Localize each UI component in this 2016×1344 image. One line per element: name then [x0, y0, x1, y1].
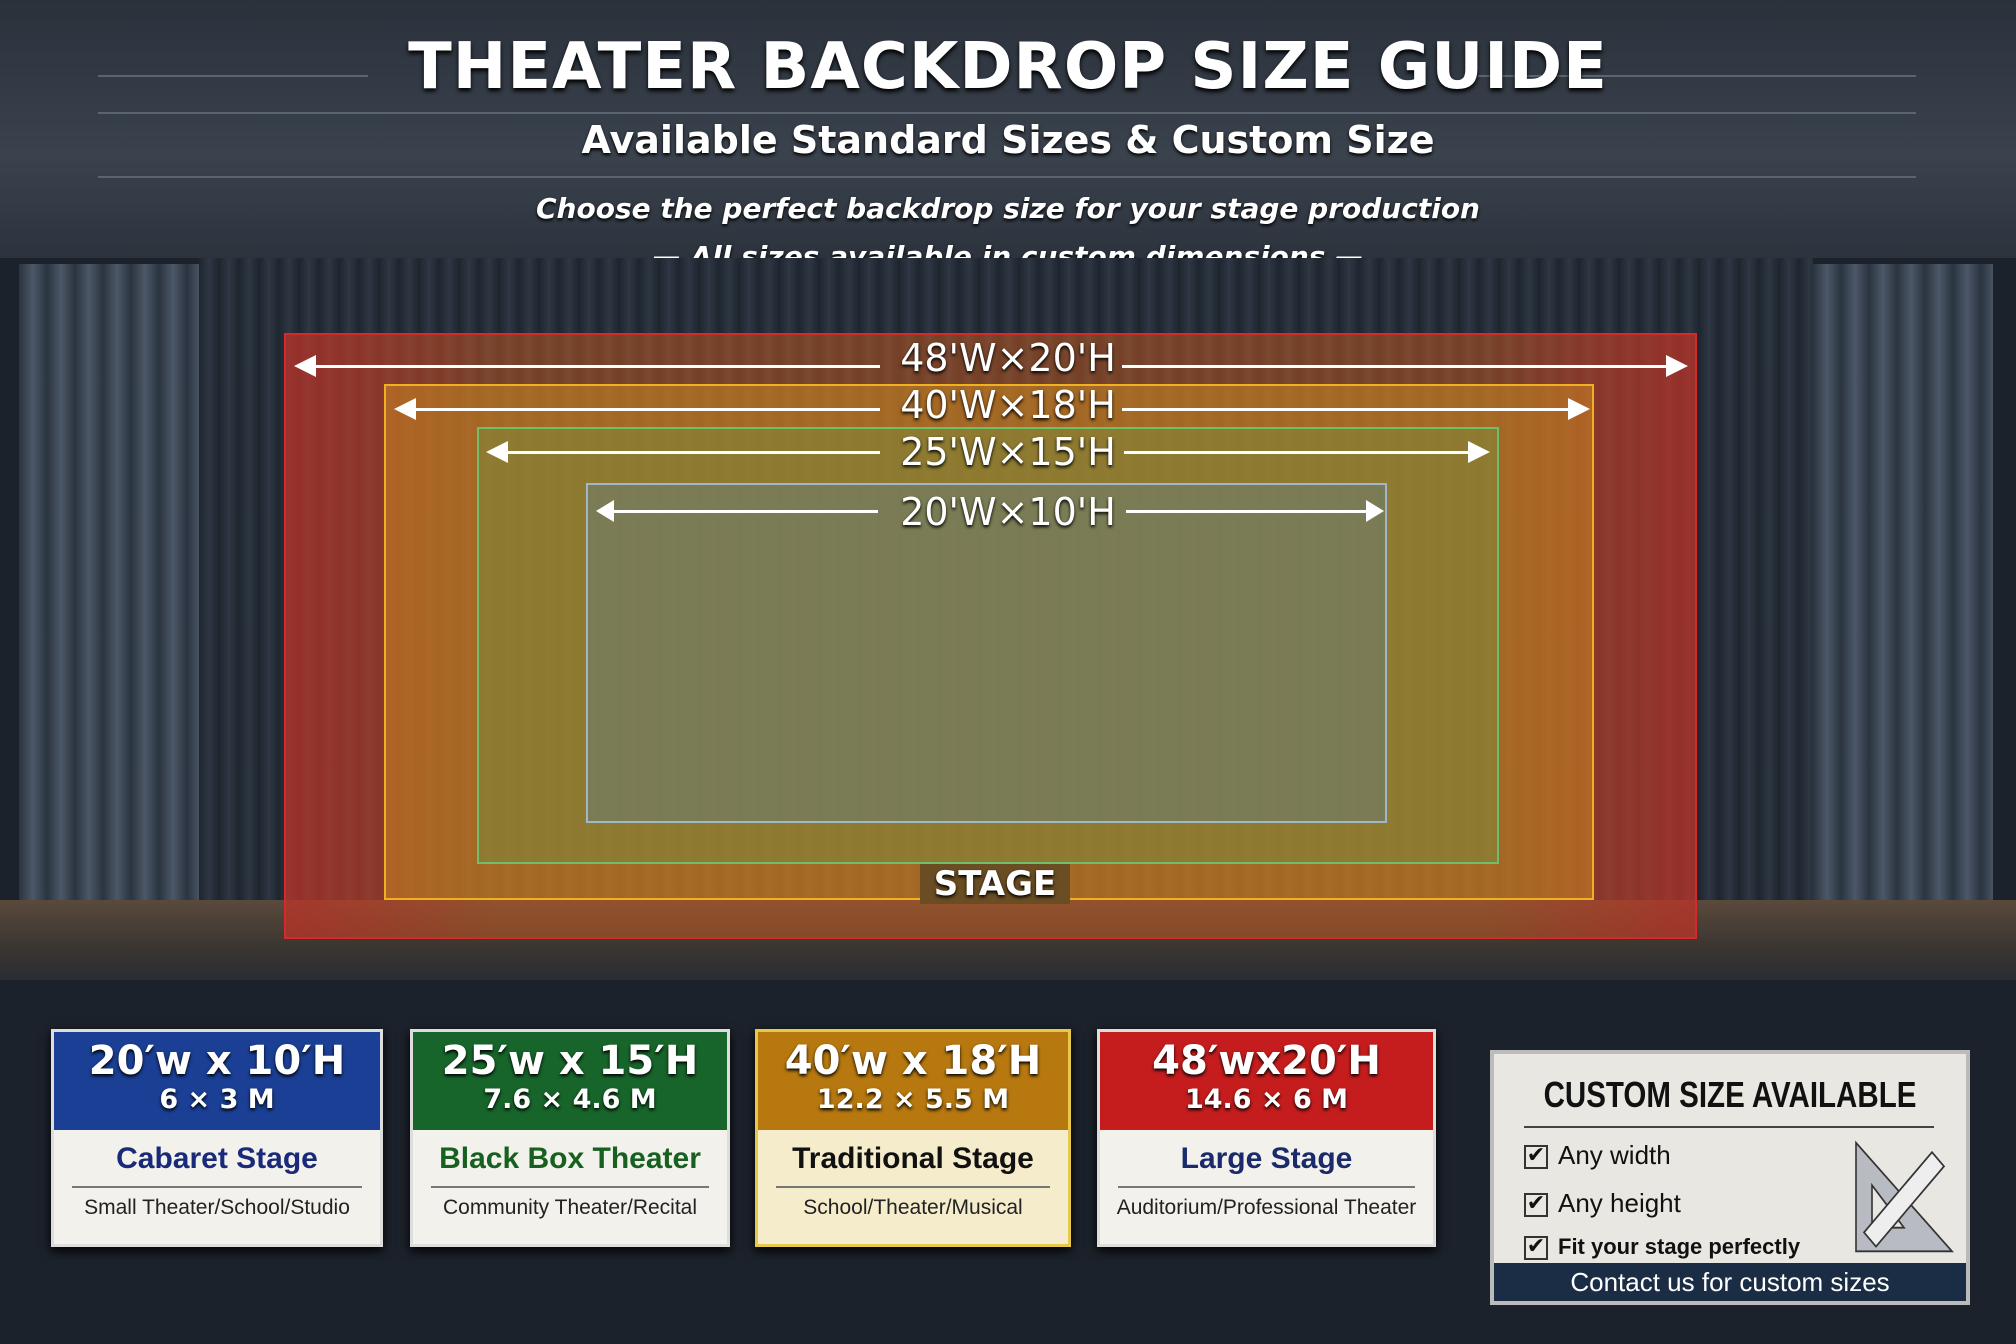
card-header: 40′w x 18′H 12.2 × 5.5 M: [758, 1032, 1068, 1130]
card-uses: School/Theater/Musical: [803, 1196, 1023, 1219]
backdrop-20x10: [586, 483, 1387, 823]
arrow-right-icon: [1468, 441, 1490, 463]
header-band: [0, 0, 2016, 258]
feature-text: Any height: [1558, 1188, 1681, 1218]
feature-fit-stage: ✔ Fit your stage perfectly: [1524, 1234, 1801, 1261]
divider: [72, 1186, 362, 1188]
size-card-cabaret[interactable]: 20′w x 10′H 6 × 3 M Cabaret Stage Small T…: [51, 1029, 383, 1247]
card-dimensions: 48′wx20′H: [1152, 1038, 1381, 1084]
feature-any-width: ✔ Any width: [1524, 1140, 1671, 1171]
checkbox-checked-icon: ✔: [1524, 1236, 1548, 1261]
card-uses: Auditorium/Professional Theater: [1116, 1196, 1417, 1219]
ruler-triangle-icon: [1855, 1140, 1954, 1253]
card-uses: Small Theater/School/Studio: [84, 1196, 350, 1219]
width-arrow: [600, 510, 878, 513]
size-card-traditional[interactable]: 40′w x 18′H 12.2 × 5.5 M Traditional Stag…: [755, 1029, 1071, 1247]
feature-text: Fit your stage perfectly: [1558, 1234, 1801, 1259]
width-arrow: [1126, 510, 1376, 513]
card-header: 20′w x 10′H 6 × 3 M: [54, 1032, 380, 1130]
feature-any-height: ✔ Any height: [1524, 1188, 1681, 1219]
right-curtain: [1813, 264, 1993, 944]
divider: [776, 1186, 1050, 1188]
width-arrow: [1122, 365, 1682, 368]
card-name: Traditional Stage: [792, 1142, 1034, 1175]
size-label-20x10: 20'W×10'H: [900, 490, 1116, 534]
card-header: 25′w x 15′H 7.6 × 4.6 M: [413, 1032, 727, 1130]
arrow-right-icon: [1666, 355, 1688, 377]
card-dimensions: 25′w x 15′H: [441, 1038, 699, 1084]
card-metric: 6 × 3 M: [159, 1084, 275, 1115]
card-header: 48′wx20′H 14.6 × 6 M: [1100, 1032, 1433, 1130]
divider: [98, 112, 1916, 114]
divider: [1524, 1126, 1934, 1128]
card-dimensions: 40′w x 18′H: [784, 1038, 1042, 1084]
arrow-left-icon: [486, 441, 508, 463]
width-arrow: [1122, 408, 1582, 411]
arrow-right-icon: [1568, 398, 1590, 420]
checkbox-checked-icon: ✔: [1524, 1145, 1548, 1170]
width-arrow: [490, 451, 880, 454]
size-card-black-box[interactable]: 25′w x 15′H 7.6 × 4.6 M Black Box Theater…: [410, 1029, 730, 1247]
arrow-right-icon: [1366, 500, 1384, 522]
divider: [1118, 1186, 1415, 1188]
feature-text: Any width: [1558, 1140, 1671, 1170]
divider: [98, 75, 368, 77]
divider: [1478, 75, 1916, 77]
arrow-left-icon: [394, 398, 416, 420]
card-name: Black Box Theater: [439, 1142, 701, 1175]
width-arrow: [400, 408, 880, 411]
page-title: THEATER BACKDROP SIZE GUIDE: [408, 30, 1608, 104]
size-card-large[interactable]: 48′wx20′H 14.6 × 6 M Large Stage Auditori…: [1097, 1029, 1436, 1247]
size-label-40x18: 40'W×18'H: [900, 383, 1116, 427]
divider: [431, 1186, 709, 1188]
left-curtain: [19, 264, 199, 944]
card-metric: 12.2 × 5.5 M: [816, 1084, 1010, 1115]
card-metric: 7.6 × 4.6 M: [483, 1084, 657, 1115]
card-uses: Community Theater/Recital: [442, 1196, 698, 1219]
width-arrow: [300, 365, 880, 368]
contact-banner[interactable]: Contact us for custom sizes: [1494, 1263, 1966, 1301]
size-label-48x20: 48'W×20'H: [900, 336, 1116, 380]
checkbox-checked-icon: ✔: [1524, 1193, 1548, 1218]
size-label-25x15: 25'W×15'H: [900, 430, 1116, 474]
arrow-left-icon: [294, 355, 316, 377]
width-arrow: [1124, 451, 1484, 454]
arrow-left-icon: [596, 500, 614, 522]
tagline: Choose the perfect backdrop size for you…: [536, 192, 1480, 225]
page-subtitle: Available Standard Sizes & Custom Size: [581, 118, 1435, 162]
divider: [98, 176, 1916, 178]
card-name: Cabaret Stage: [116, 1142, 318, 1175]
card-metric: 14.6 × 6 M: [1184, 1084, 1349, 1115]
custom-title: CUSTOM SIZE AVAILABLE: [1543, 1074, 1917, 1115]
card-name: Large Stage: [1180, 1142, 1353, 1175]
stage-label: STAGE: [920, 864, 1070, 904]
custom-size-panel: CUSTOM SIZE AVAILABLE ✔ Any width ✔ Any he…: [1490, 1050, 1970, 1305]
card-dimensions: 20′w x 10′H: [88, 1038, 346, 1084]
